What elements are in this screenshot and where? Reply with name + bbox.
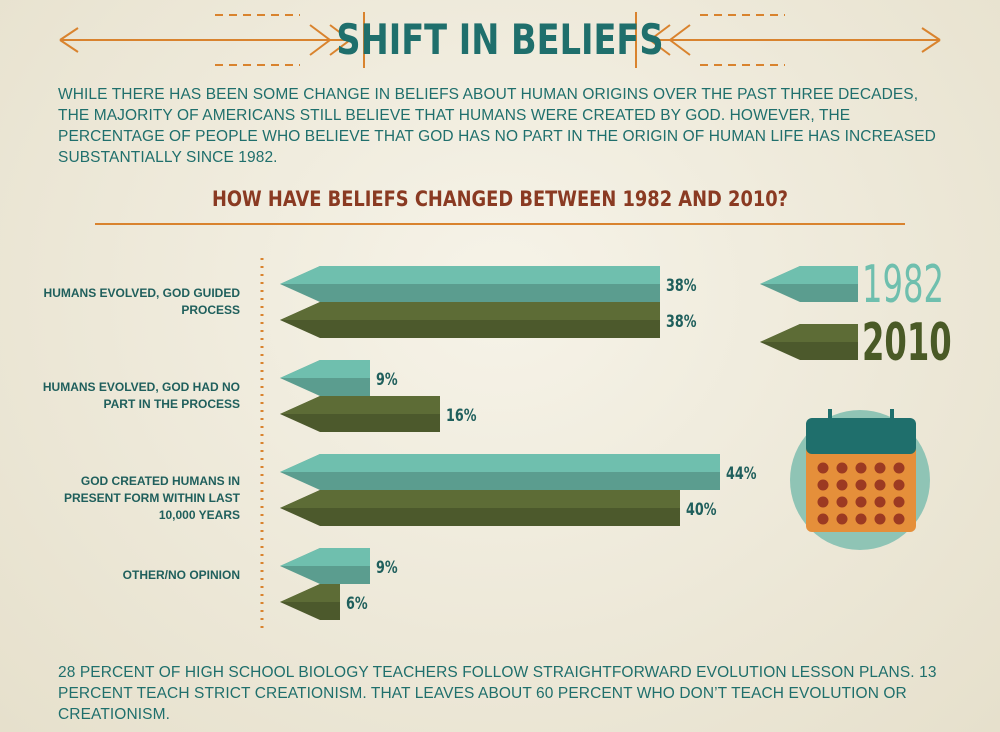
title-ornament (59, 12, 941, 68)
bar-highlight (280, 454, 720, 472)
bar (280, 548, 370, 584)
legend-marker (760, 324, 858, 360)
chart-title: SHIFT IN BELIEFS (336, 15, 663, 64)
footer-text: 28 PERCENT OF HIGH SCHOOL BIOLOGY TEACHE… (58, 664, 937, 723)
bar-highlight (280, 302, 660, 320)
chart-subtitle: HOW HAVE BELIEFS CHANGED BETWEEN 1982 AN… (212, 187, 788, 212)
bar (280, 360, 370, 396)
legend-label: 1982 (862, 255, 944, 315)
bar (280, 454, 720, 490)
bar-highlight (280, 266, 660, 284)
value-label: 40% (686, 499, 717, 519)
category-label: OTHER/NO OPINION (122, 568, 240, 582)
bar-highlight (280, 490, 680, 508)
bar (280, 266, 660, 302)
bar (280, 584, 340, 620)
legend-marker (760, 266, 858, 302)
bar-highlight (280, 584, 340, 602)
bar (280, 396, 440, 432)
value-label: 16% (446, 405, 477, 425)
category-label: HUMANS EVOLVED, GOD HAD NO PART IN THE P… (42, 380, 240, 411)
value-label: 38% (666, 275, 697, 295)
legend-label: 2010 (862, 313, 952, 373)
category-label: GOD CREATED HUMANS IN PRESENT FORM WITHI… (64, 474, 240, 522)
calendar-icon (790, 409, 930, 550)
bar (280, 302, 660, 338)
value-label: 38% (666, 311, 697, 331)
value-label: 9% (376, 369, 398, 389)
value-label: 44% (726, 463, 757, 483)
bar-highlight (760, 266, 858, 284)
value-label: 6% (346, 593, 368, 613)
bar-highlight (760, 324, 858, 342)
bar-highlight (280, 396, 440, 414)
bar (280, 490, 680, 526)
bar-highlight (280, 360, 370, 378)
value-label: 9% (376, 557, 398, 577)
intro-text: WHILE THERE HAS BEEN SOME CHANGE IN BELI… (58, 86, 936, 166)
category-label: HUMANS EVOLVED, GOD GUIDED PROCESS (43, 286, 240, 317)
bar-highlight (280, 548, 370, 566)
